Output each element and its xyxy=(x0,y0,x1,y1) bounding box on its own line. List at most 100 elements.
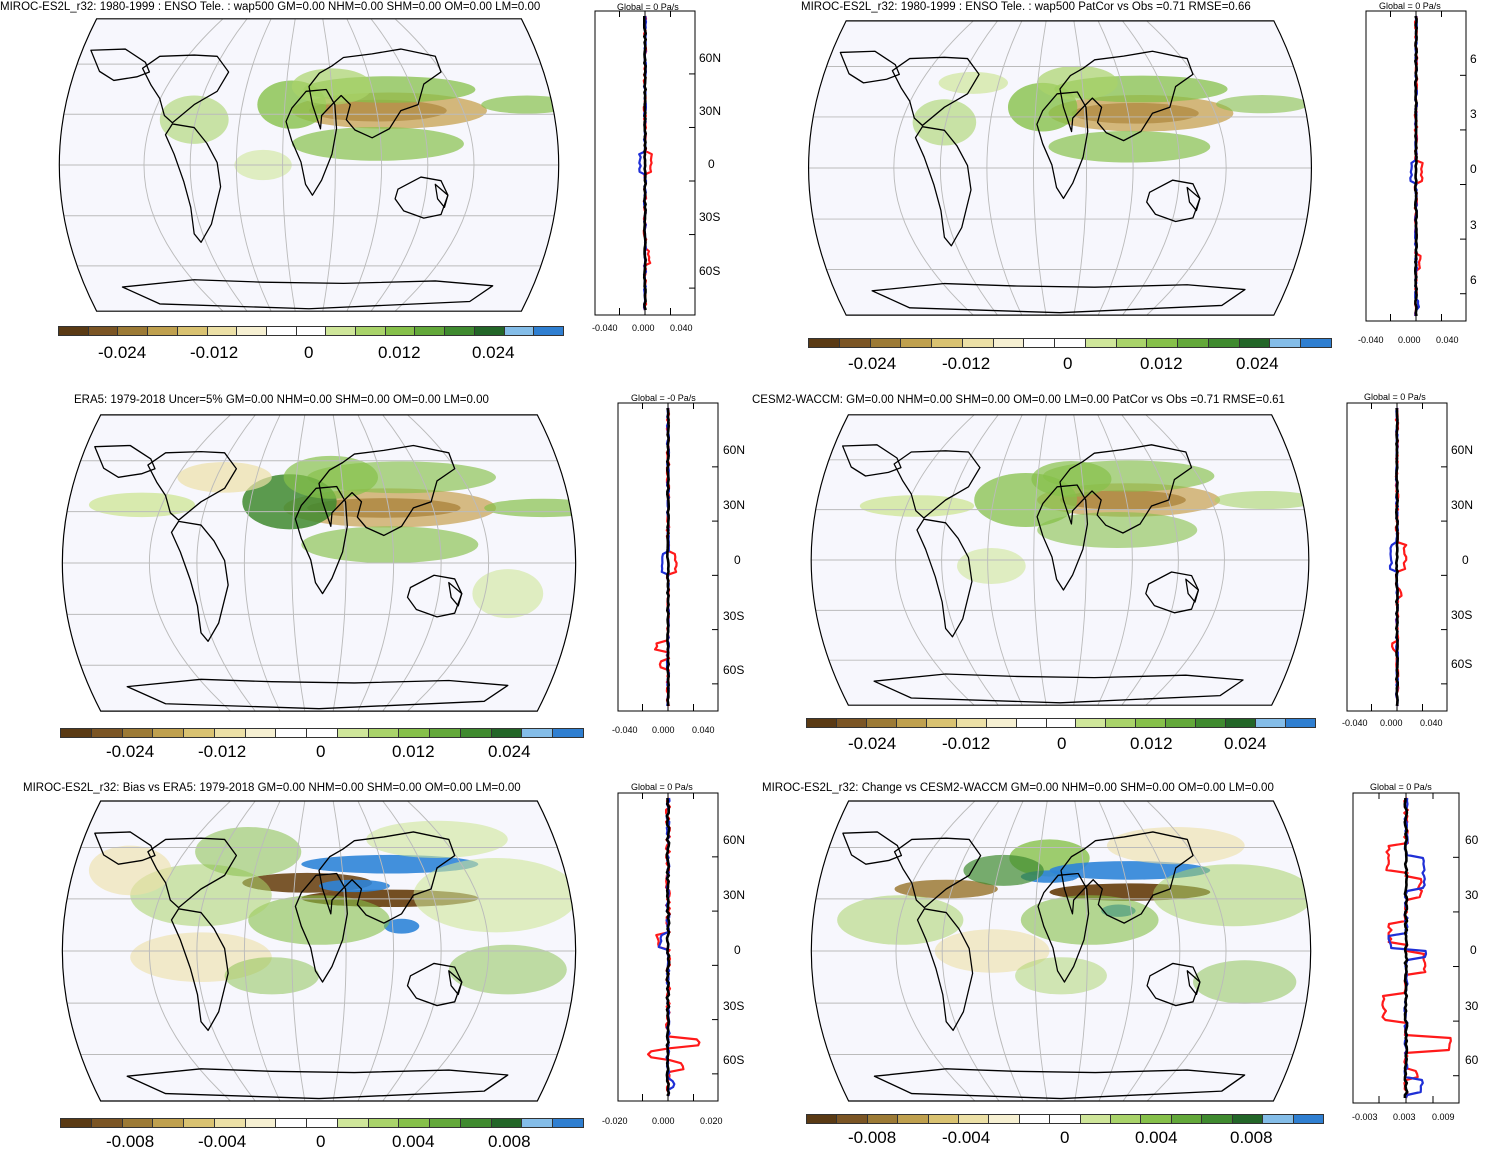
coastlines xyxy=(842,831,1246,1100)
colorbar-swatch xyxy=(460,729,492,737)
graticule xyxy=(808,20,1312,316)
colorbar-swatch xyxy=(122,1119,154,1127)
colorbar-label: -0.004 xyxy=(198,1132,247,1151)
colorbar-swatch xyxy=(385,327,416,335)
map-field xyxy=(159,68,559,181)
colorbar-swatch xyxy=(809,339,840,347)
colorbar-swatch xyxy=(61,1119,92,1127)
colorbar-swatch xyxy=(296,327,327,335)
zonal-xlabel: 0.000 xyxy=(632,323,655,333)
colorbar-swatch xyxy=(926,719,957,727)
colorbar-swatch xyxy=(928,1115,960,1123)
zonal-ylabel: 30N xyxy=(699,104,722,118)
colorbar xyxy=(806,1114,1324,1124)
zonal-xlabel: 0.003 xyxy=(1393,1112,1416,1122)
colorbar-swatch xyxy=(337,1119,369,1127)
colorbar-swatch xyxy=(522,729,554,737)
colorbar-swatch xyxy=(368,1119,400,1127)
colorbar-label: 0.012 xyxy=(392,742,435,761)
zonal-ylabel: 60S xyxy=(723,663,745,677)
zonal-xlabel: -0.003 xyxy=(1352,1112,1378,1122)
zonal-ylabel: 3 xyxy=(1470,218,1477,232)
colorbar-swatch xyxy=(245,729,277,737)
colorbar-label: -0.012 xyxy=(942,354,991,373)
colorbar-swatch xyxy=(337,729,369,737)
colorbar-swatch xyxy=(184,729,215,737)
colorbar-label: -0.024 xyxy=(106,742,155,761)
zonal-ticks xyxy=(619,11,695,315)
graticule xyxy=(59,18,559,312)
field-patch xyxy=(1152,864,1311,927)
coastlines xyxy=(842,444,1244,704)
colorbar xyxy=(806,718,1316,728)
zonal-mean-plot xyxy=(594,10,696,316)
zonal-ticks xyxy=(1378,793,1459,1103)
colorbar-swatch xyxy=(1136,719,1167,727)
field-patch xyxy=(837,895,964,945)
colorbar-swatch xyxy=(1085,339,1117,347)
colorbar-label: 0.012 xyxy=(1140,354,1183,373)
field-patch xyxy=(448,944,567,995)
panel-title: MIROC-ES2L_r32: Change vs CESM2-WACCM GM… xyxy=(762,782,1274,794)
field-patch xyxy=(319,879,390,893)
zonal-ylabel: 30N xyxy=(723,888,746,902)
colorbar-swatch xyxy=(962,339,994,347)
zonal-xlabel: 0.000 xyxy=(1380,718,1403,728)
colorbar-swatch xyxy=(1016,719,1047,727)
coastlines xyxy=(90,48,494,310)
colorbar-swatch xyxy=(59,327,89,335)
colorbar-swatch xyxy=(307,1119,338,1127)
colorbar-swatch xyxy=(1080,1115,1112,1123)
graticule xyxy=(811,414,1309,706)
zonal-ylabel: 30 xyxy=(1465,888,1479,902)
colorbar-swatch xyxy=(1208,339,1240,347)
zonal-mean-plot xyxy=(1346,402,1448,712)
zonal-ylabel: 30N xyxy=(1451,498,1474,512)
colorbar-swatch xyxy=(368,729,400,737)
colorbar-swatch xyxy=(1147,339,1179,347)
colorbar-swatch xyxy=(430,729,461,737)
colorbar-swatch xyxy=(959,1115,990,1123)
colorbar-swatch xyxy=(522,1119,554,1127)
zonal-ylabel: 60N xyxy=(699,51,722,65)
field-patch xyxy=(963,854,1044,886)
zonal-xlabel: -0.040 xyxy=(1342,718,1368,728)
colorbar-label: -0.012 xyxy=(190,343,239,362)
zonal-xlabel: 0.040 xyxy=(1436,335,1459,345)
field-patch xyxy=(195,827,302,877)
colorbar-swatch xyxy=(553,729,584,737)
colorbar-label: 0.012 xyxy=(1130,734,1173,753)
zonal-xlabel: 0.040 xyxy=(670,323,693,333)
field-patch xyxy=(291,126,464,161)
colorbar-swatch xyxy=(836,719,867,727)
zonal-line-black xyxy=(1395,407,1399,707)
colorbar-swatch xyxy=(1106,719,1137,727)
zonal-ylabel: 60N xyxy=(723,443,746,457)
colorbar-label: 0.012 xyxy=(378,343,421,362)
field-patch xyxy=(177,462,272,493)
colorbar-label: -0.024 xyxy=(848,734,897,753)
zonal-line-black xyxy=(665,797,671,1097)
map-border xyxy=(810,414,1310,706)
zonal-ylabel: 0 xyxy=(1470,943,1477,957)
zonal-xlabel: -0.040 xyxy=(1358,335,1384,345)
colorbar-label: -0.024 xyxy=(848,354,897,373)
panel-title: MIROC-ES2L_r32: 1980-1999 : ENSO Tele. :… xyxy=(0,1,541,13)
colorbar-swatch xyxy=(898,1115,929,1123)
colorbar-label: -0.012 xyxy=(942,734,991,753)
zonal-title: Global = 0 Pa/s xyxy=(1370,782,1432,792)
zonal-line-black xyxy=(643,16,647,311)
colorbar-swatch xyxy=(1166,719,1197,727)
colorbar-swatch xyxy=(153,729,185,737)
map-border xyxy=(61,800,577,1102)
field-patch xyxy=(283,455,379,499)
zonal-ylabel: 60S xyxy=(699,264,721,278)
colorbar-label: 0.024 xyxy=(1224,734,1267,753)
colorbar-label: 0.004 xyxy=(392,1132,435,1151)
colorbar-label: -0.024 xyxy=(98,343,147,362)
colorbar-label: 0.004 xyxy=(1135,1128,1178,1147)
colorbar-swatch xyxy=(356,327,386,335)
zonal-title: Global = 0 Pa/s xyxy=(1379,1,1441,11)
colorbar-swatch xyxy=(1050,1115,1081,1123)
colorbar-swatch xyxy=(245,1119,277,1127)
